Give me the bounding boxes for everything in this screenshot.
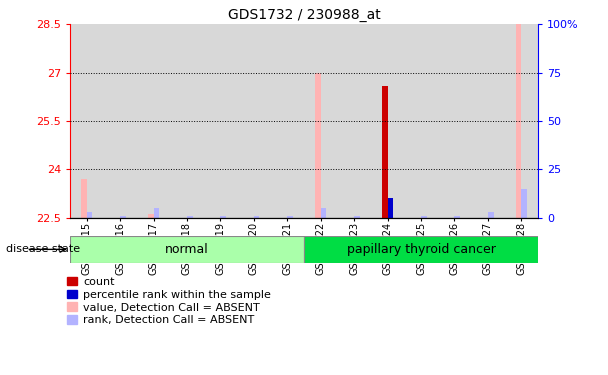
- Bar: [388, 198, 393, 217]
- Bar: [170, 24, 204, 217]
- Bar: [220, 216, 226, 217]
- Legend: count, percentile rank within the sample, value, Detection Call = ABSENT, rank, : count, percentile rank within the sample…: [66, 276, 272, 327]
- Bar: [371, 24, 404, 217]
- Bar: [86, 212, 92, 217]
- Bar: [522, 189, 527, 218]
- Bar: [388, 198, 393, 217]
- Bar: [237, 24, 271, 217]
- Bar: [505, 24, 538, 217]
- Bar: [337, 24, 371, 217]
- Bar: [438, 24, 471, 217]
- Bar: [382, 86, 388, 218]
- Bar: [254, 216, 260, 217]
- Bar: [304, 236, 538, 262]
- Bar: [404, 24, 438, 217]
- Bar: [516, 24, 522, 217]
- Bar: [454, 216, 460, 217]
- Bar: [81, 179, 86, 218]
- Title: GDS1732 / 230988_at: GDS1732 / 230988_at: [227, 8, 381, 22]
- Bar: [137, 24, 170, 217]
- Bar: [70, 24, 103, 217]
- Bar: [471, 24, 505, 217]
- Bar: [488, 212, 494, 217]
- Bar: [120, 216, 126, 217]
- Bar: [315, 73, 321, 217]
- Bar: [288, 216, 293, 217]
- Bar: [148, 214, 153, 217]
- Bar: [204, 24, 237, 217]
- Text: papillary thyroid cancer: papillary thyroid cancer: [347, 243, 496, 256]
- Bar: [304, 24, 337, 217]
- Bar: [382, 86, 388, 218]
- Text: normal: normal: [165, 243, 209, 256]
- Bar: [421, 216, 427, 217]
- Bar: [187, 216, 193, 217]
- Bar: [271, 24, 304, 217]
- Bar: [70, 236, 304, 262]
- Bar: [354, 216, 360, 217]
- Bar: [321, 208, 326, 218]
- Bar: [153, 208, 159, 218]
- Text: disease state: disease state: [6, 244, 80, 254]
- Bar: [103, 24, 137, 217]
